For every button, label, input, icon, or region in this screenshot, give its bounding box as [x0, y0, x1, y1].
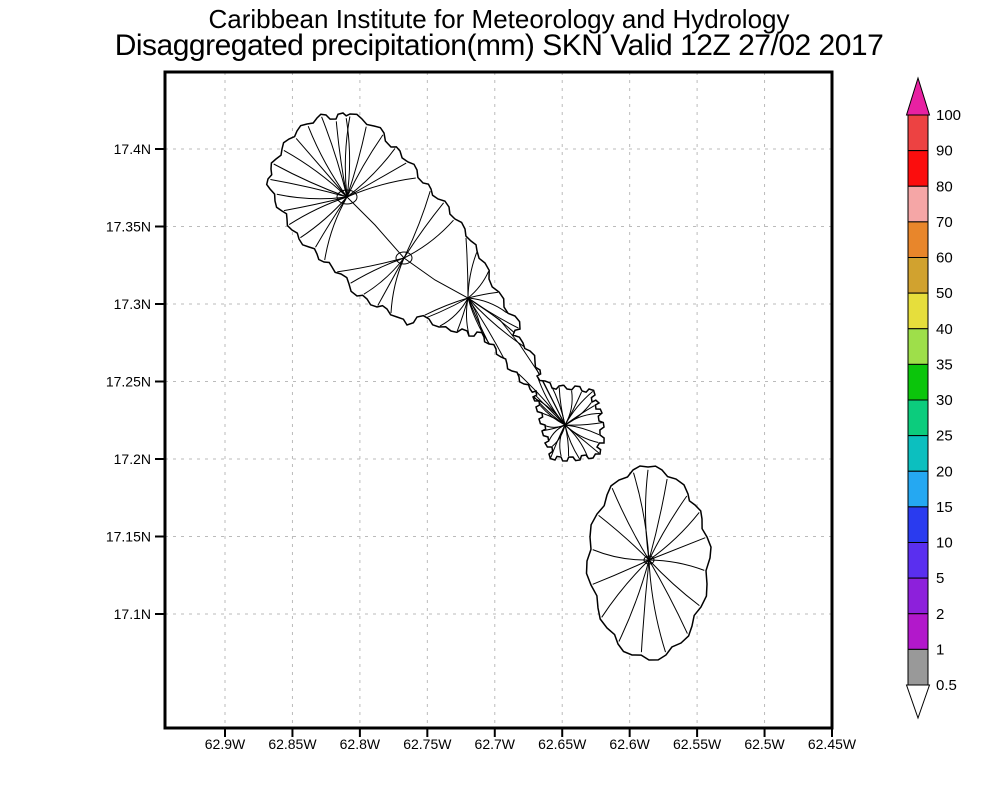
lat-tick-label: 17.15N — [106, 529, 151, 545]
colorbar-label: 5 — [936, 570, 944, 587]
nevis-coastline — [585, 465, 712, 661]
lat-tick-label: 17.35N — [106, 219, 151, 235]
colorbar-segment — [907, 435, 929, 472]
colorbar-segment — [907, 328, 929, 365]
lon-tick-label: 62.85W — [268, 736, 317, 752]
colorbar-label: 70 — [936, 214, 953, 231]
colorbar-segment — [907, 542, 929, 579]
colorbar-segment — [907, 470, 929, 508]
colorbar-label: 30 — [936, 392, 953, 409]
lon-tick-label: 62.5W — [744, 736, 785, 752]
colorbar-label: 60 — [936, 250, 953, 267]
colorbar-under-arrow — [905, 684, 931, 720]
plot-title: Disaggregated precipitation(mm) SKN Vali… — [114, 29, 884, 62]
lat-tick-label: 17.4N — [114, 141, 151, 157]
colorbar-label: 80 — [936, 178, 953, 195]
lat-tick-label: 17.25N — [106, 374, 151, 390]
colorbar-label: 35 — [936, 356, 953, 373]
colorbar-segment — [907, 648, 929, 686]
colorbar-label: 10 — [936, 535, 953, 552]
colorbar-label: 20 — [936, 463, 953, 480]
colorbar-segment — [907, 506, 929, 544]
st-kitts-landmass — [266, 113, 605, 461]
st-kitts-coastline — [265, 112, 605, 462]
lat-tick-label: 17.3N — [114, 296, 151, 312]
colorbar-label: 2 — [936, 606, 944, 623]
lon-tick-label: 62.65W — [538, 736, 587, 752]
colorbar-label: 90 — [936, 143, 953, 160]
lon-tick-label: 62.55W — [673, 736, 722, 752]
colorbar-label: 50 — [936, 285, 953, 302]
map-frame — [163, 70, 834, 730]
institute-title: Caribbean Institute for Meteorology and … — [208, 4, 790, 34]
colorbar-segment — [907, 363, 929, 401]
lat-tick-label: 17.2N — [114, 451, 151, 467]
colorbar-segment — [907, 185, 929, 223]
lon-tick-label: 62.45W — [808, 736, 857, 752]
colorbar-label: 100 — [936, 107, 961, 124]
lon-tick-label: 62.75W — [403, 736, 452, 752]
colorbar-label: 0.5 — [936, 677, 957, 694]
colorbar-segment — [907, 399, 929, 437]
colorbar-segment — [907, 613, 929, 650]
colorbar-segment — [907, 221, 929, 259]
colorbar-segment — [907, 150, 929, 187]
colorbar-segment — [907, 292, 929, 330]
colorbar-label: 15 — [936, 499, 953, 516]
colorbar-segment — [907, 257, 929, 294]
nevis-drainage-lines — [592, 469, 706, 653]
lon-tick-label: 62.9W — [205, 736, 246, 752]
lon-tick-label: 62.6W — [609, 736, 650, 752]
colorbar-segment — [907, 577, 929, 615]
colorbar-over-arrow — [905, 76, 931, 116]
lon-tick-label: 62.8W — [340, 736, 381, 752]
lon-tick-label: 62.7W — [475, 736, 516, 752]
colorbar-label: 1 — [936, 641, 944, 658]
colorbar-label: 40 — [936, 321, 953, 338]
colorbar-label: 25 — [936, 428, 953, 445]
lat-tick-label: 17.1N — [114, 606, 151, 622]
colorbar-segment — [907, 114, 929, 152]
